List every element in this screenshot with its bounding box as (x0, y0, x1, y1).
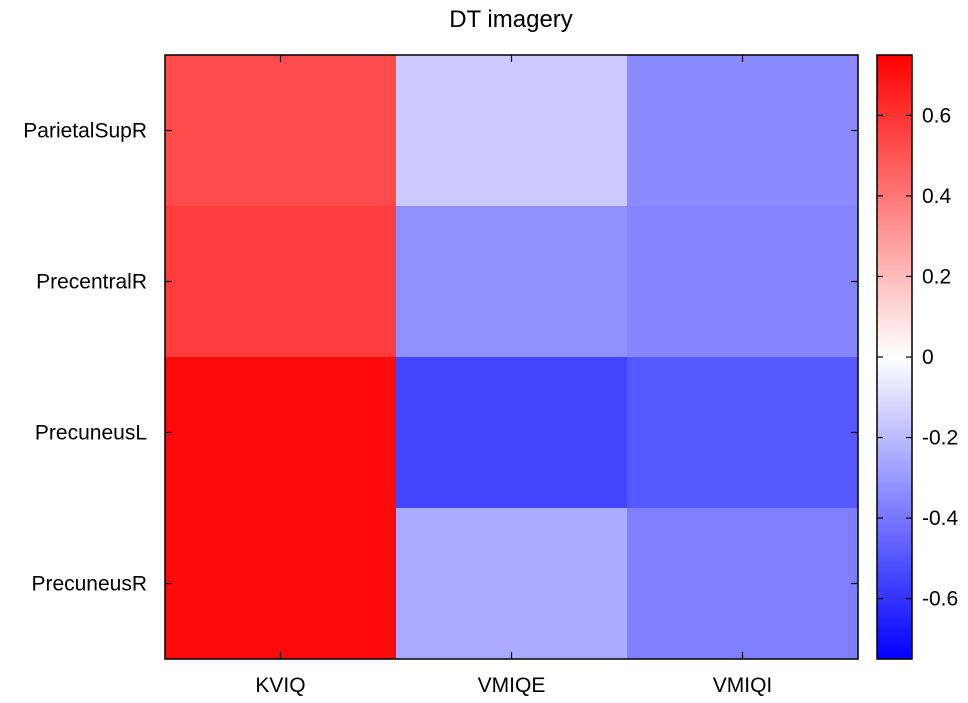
y-tick-label: PrecuneusR (31, 573, 147, 596)
heatmap-cell (627, 55, 859, 207)
colorbar: -0.6 -0.4 -0.2 0 0.2 0.4 0.6 (876, 54, 959, 660)
chart-title: DT imagery (449, 6, 573, 33)
heatmap-cell (396, 357, 628, 509)
colorbar-tick-label: 0 (922, 346, 934, 369)
colorbar-tick-label: -0.4 (922, 507, 959, 530)
y-tick-label: PrecuneusL (35, 422, 147, 445)
x-tick-label: VMIQE (478, 674, 546, 697)
heatmap-cell (627, 508, 859, 660)
heatmap-cells (165, 55, 859, 660)
heatmap-cell (396, 206, 628, 358)
colorbar-tick-label: 0.6 (922, 104, 951, 127)
x-tick-label: VMIQI (713, 674, 773, 697)
y-tick-label: PrecentralR (36, 271, 147, 294)
heatmap-cell (165, 357, 397, 509)
colorbar-tick-label: -0.2 (922, 427, 958, 450)
heatmap-cell (627, 206, 859, 358)
colorbar-tick-label: 0.4 (922, 185, 952, 208)
heatmap-cell (165, 508, 397, 660)
x-tick-label: KVIQ (255, 674, 305, 697)
heatmap-cell (396, 508, 628, 660)
colorbar-tick-label: -0.6 (922, 588, 958, 611)
heatmap-cell (396, 55, 628, 207)
x-axis: KVIQ VMIQE VMIQI (255, 55, 772, 697)
colorbar-tick-label: 0.2 (922, 265, 951, 288)
heatmap-cell (165, 206, 397, 358)
y-tick-label: ParietalSupR (23, 120, 147, 143)
heatmap-cell (627, 357, 859, 509)
y-axis: ParietalSupR PrecentralR PrecuneusL Precune… (23, 120, 858, 596)
heatmap-cell (165, 55, 397, 207)
